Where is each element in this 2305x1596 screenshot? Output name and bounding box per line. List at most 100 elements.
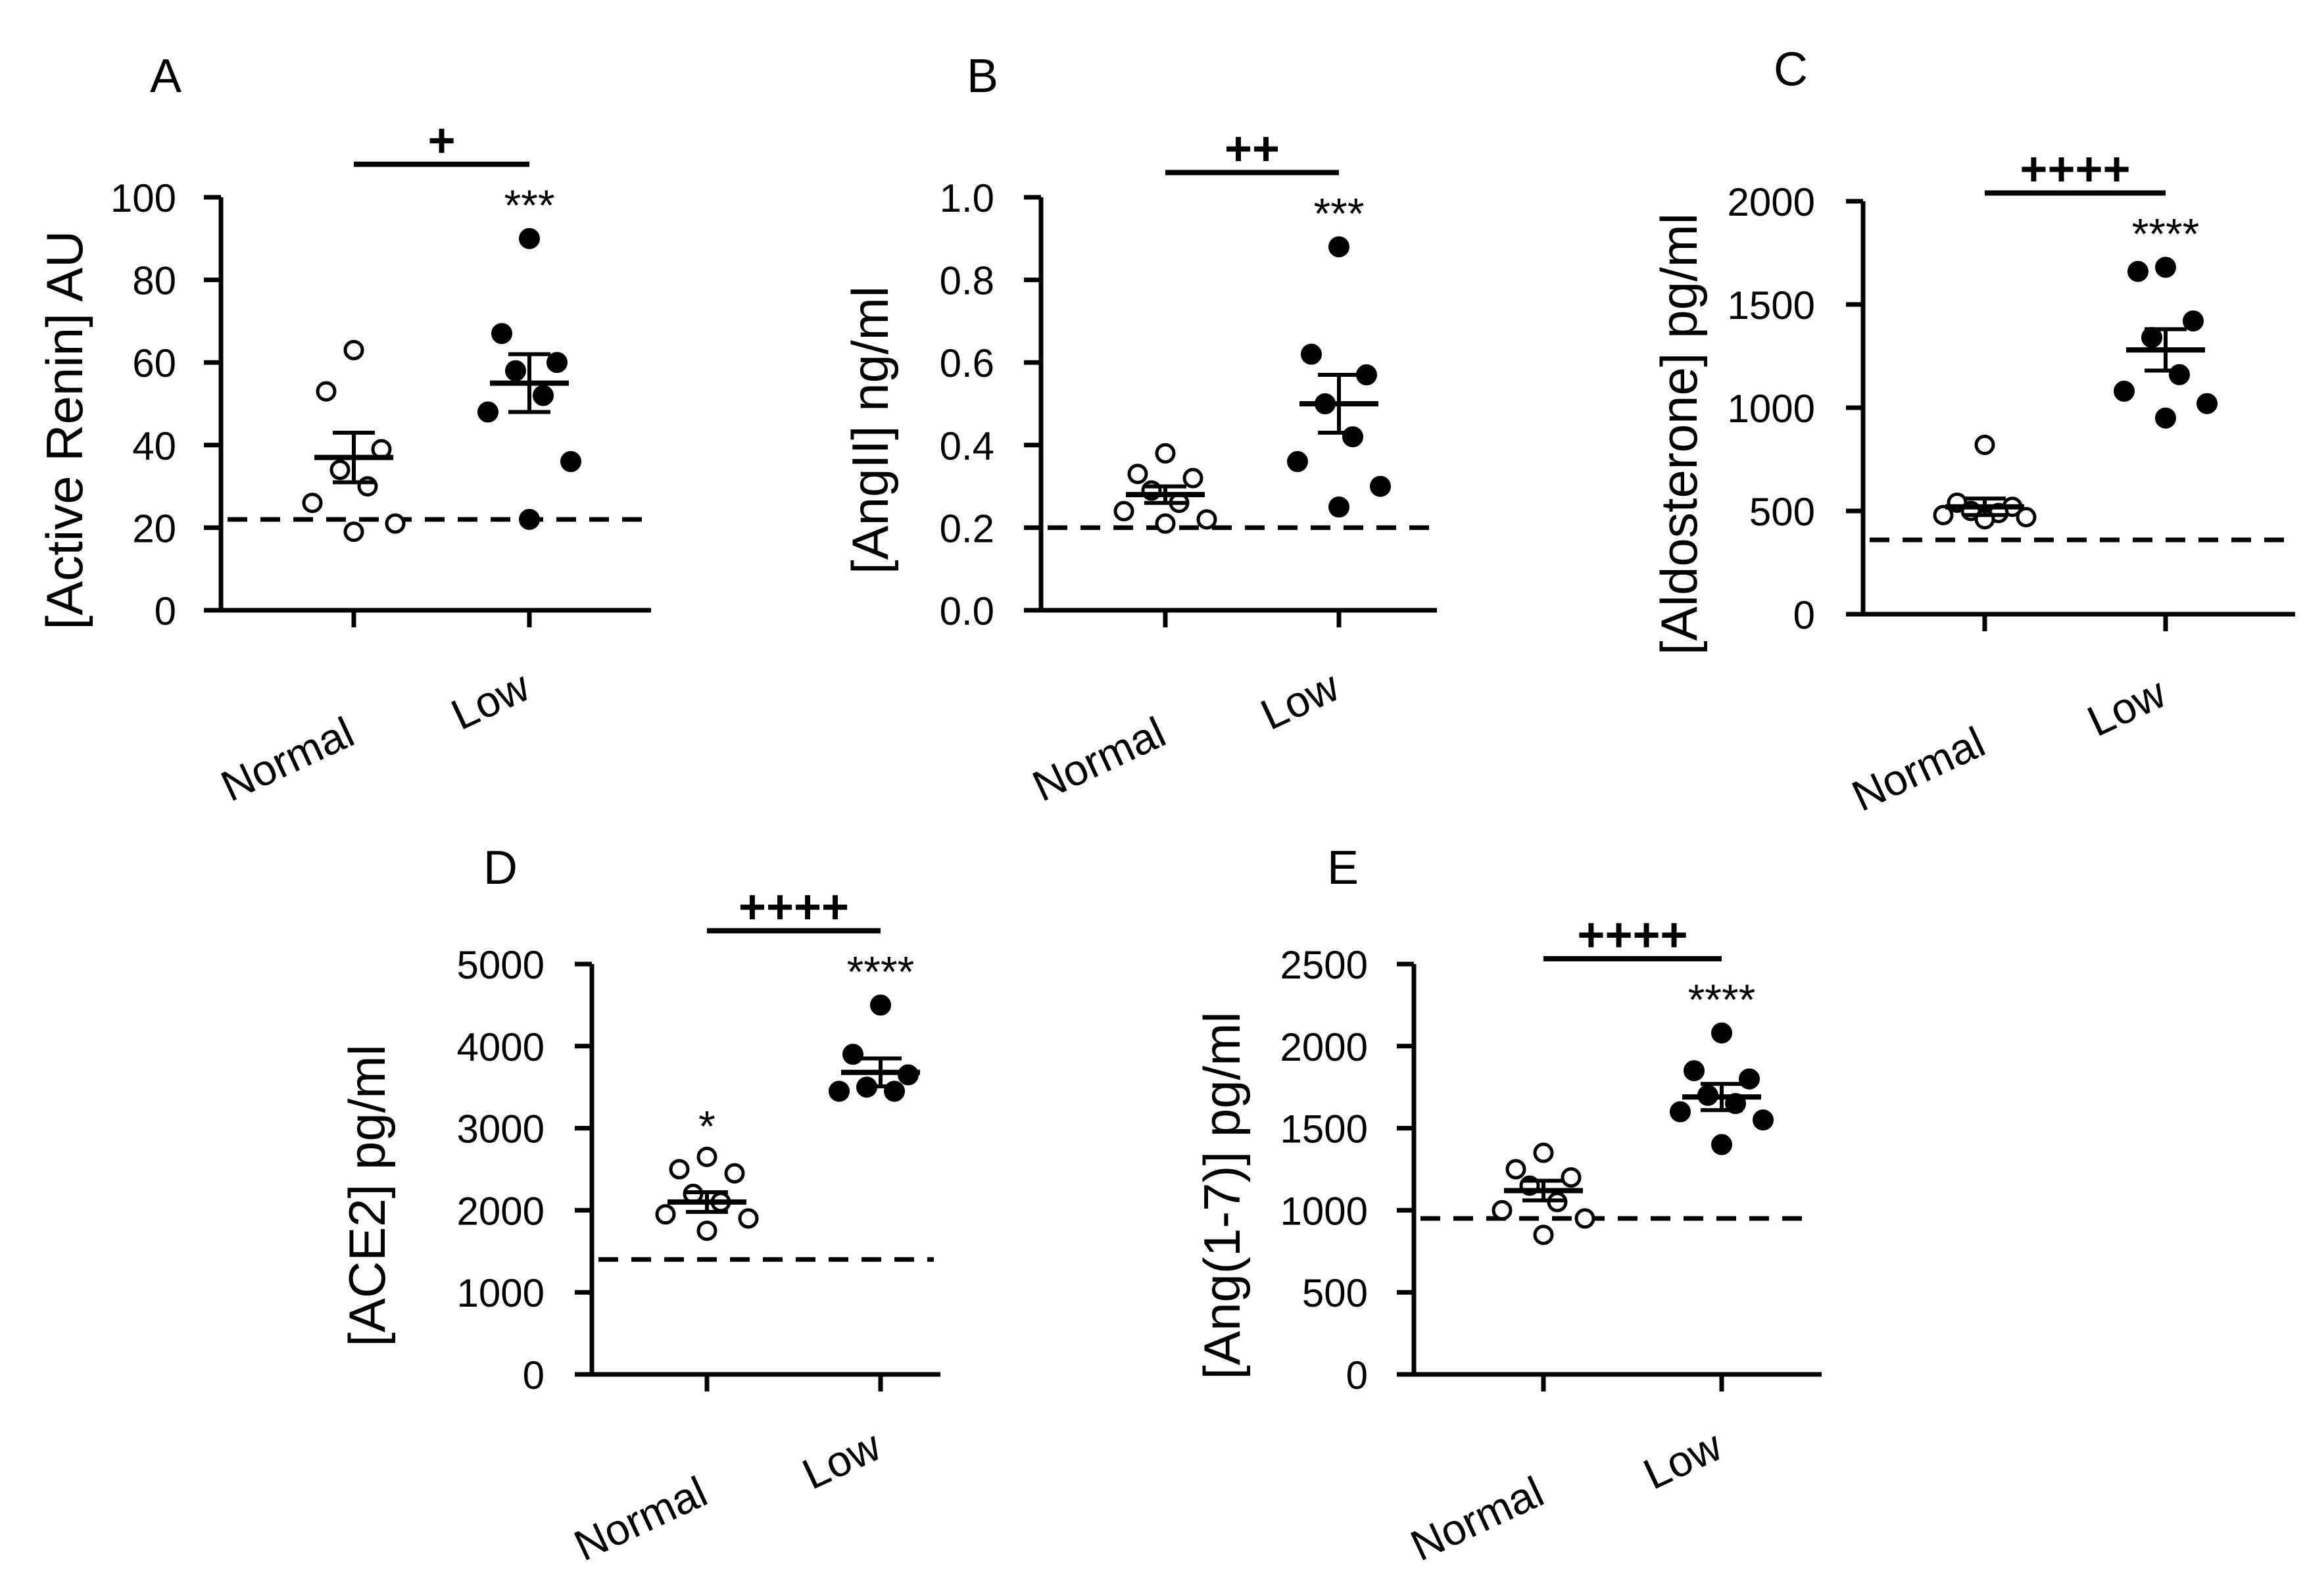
significance-star-normal: * <box>698 1101 716 1150</box>
data-point-low <box>2196 393 2218 414</box>
data-point-normal <box>1492 1199 1513 1221</box>
data-point-low <box>2155 407 2176 429</box>
y-axis-label: [Active Renin] AU <box>36 231 93 630</box>
significance-stars-low: **** <box>847 947 915 996</box>
y-axis-label: [ACE2] pg/ml <box>338 1044 396 1347</box>
y-tick-label: 0.6 <box>940 341 994 385</box>
panel-label: E <box>1327 842 1359 894</box>
data-point-low <box>2183 310 2204 332</box>
data-point-low <box>505 360 526 381</box>
data-point-normal <box>724 1163 745 1184</box>
y-tick-label: 5000 <box>457 943 545 987</box>
y-tick-label: 500 <box>1302 1271 1368 1315</box>
y-tick-label: 2000 <box>1280 1025 1368 1069</box>
y-tick-label: 1500 <box>1728 283 1815 327</box>
data-point-normal <box>385 513 406 534</box>
data-point-low <box>1287 450 1308 472</box>
y-tick-label: 1000 <box>1728 387 1815 431</box>
panel-label: C <box>1774 43 1808 96</box>
y-tick-label: 2000 <box>457 1189 545 1233</box>
y-tick-label: 100 <box>110 176 176 220</box>
y-tick-label: 0 <box>155 589 176 633</box>
data-point-low <box>1739 1068 1760 1090</box>
panel-label: D <box>483 842 518 894</box>
significance-plus-label: ++++ <box>739 881 849 933</box>
data-point-normal <box>696 1146 717 1167</box>
y-tick-label: 1000 <box>457 1271 545 1315</box>
data-point-normal <box>1182 468 1203 489</box>
data-point-normal <box>1561 1167 1582 1188</box>
y-tick-label: 0.0 <box>940 589 994 633</box>
y-tick-label: 3000 <box>457 1107 545 1151</box>
data-point-normal <box>1505 1159 1526 1180</box>
y-tick-label: 80 <box>132 259 176 303</box>
data-point-low <box>491 323 512 345</box>
significance-plus-label: ++ <box>1225 122 1280 175</box>
y-tick-label: 1.0 <box>940 176 994 220</box>
data-point-low <box>1670 1101 1691 1123</box>
data-point-low <box>533 385 554 406</box>
data-point-low <box>829 1080 850 1102</box>
y-tick-label: 40 <box>132 424 176 468</box>
data-point-low <box>1342 426 1363 448</box>
data-point-normal <box>655 1204 676 1225</box>
significance-plus-label: ++++ <box>1577 909 1687 961</box>
y-tick-label: 0 <box>1346 1353 1368 1397</box>
data-point-normal <box>316 381 337 402</box>
data-point-normal <box>1196 509 1217 530</box>
data-point-normal <box>1533 1224 1554 1245</box>
data-point-normal <box>696 1221 717 1242</box>
data-point-low <box>2169 364 2190 385</box>
data-point-normal <box>343 339 364 360</box>
y-tick-label: 0 <box>523 1353 545 1397</box>
data-point-normal <box>302 493 323 514</box>
data-point-low <box>546 352 568 374</box>
data-point-normal <box>1155 513 1176 534</box>
data-point-low <box>2114 380 2135 402</box>
y-tick-label: 0 <box>1793 593 1815 637</box>
data-point-normal <box>1974 435 1995 456</box>
data-point-normal <box>738 1208 759 1229</box>
data-point-normal <box>1127 464 1148 485</box>
data-point-normal <box>1113 500 1134 521</box>
data-point-low <box>1370 475 1391 497</box>
data-point-low <box>1753 1109 1774 1131</box>
panel-label: A <box>150 50 182 103</box>
y-tick-label: 0.4 <box>940 424 994 468</box>
significance-plus-label: ++++ <box>2020 143 2130 195</box>
data-point-low <box>1301 343 1322 365</box>
y-tick-label: 2500 <box>1280 943 1368 987</box>
data-point-low <box>884 1080 905 1102</box>
significance-stars-low: *** <box>504 181 554 230</box>
y-tick-label: 4000 <box>457 1025 545 1069</box>
data-point-normal <box>1533 1142 1554 1163</box>
data-point-normal <box>1574 1208 1595 1229</box>
data-point-low <box>2127 260 2148 282</box>
data-point-low <box>1711 1022 1732 1044</box>
y-axis-label: [Aldosterone] pg/ml <box>1650 213 1708 655</box>
data-point-low <box>560 450 581 472</box>
y-tick-label: 1500 <box>1280 1107 1368 1151</box>
y-axis-label: [AngII] ng/ml <box>841 286 899 574</box>
y-tick-label: 0.2 <box>940 506 994 550</box>
significance-stars-low: **** <box>1688 975 1756 1024</box>
y-tick-label: 500 <box>1749 490 1815 534</box>
data-point-low <box>519 508 540 530</box>
data-point-low <box>519 228 540 249</box>
significance-plus-label: + <box>427 114 455 167</box>
y-tick-label: 20 <box>132 506 176 550</box>
y-tick-label: 0.8 <box>940 259 994 303</box>
data-point-normal <box>1933 504 1954 525</box>
data-point-normal <box>343 521 364 543</box>
y-axis-label: [Ang(1-7)] pg/ml <box>1193 1011 1251 1379</box>
data-point-low <box>1328 236 1349 258</box>
panel-e: E05001000150020002500NormalLow[Ang(1-7)]… <box>1193 842 1822 1570</box>
significance-stars-low: **** <box>2132 209 2200 258</box>
data-point-low <box>1328 496 1349 518</box>
data-point-low <box>1711 1134 1732 1155</box>
data-point-low <box>870 994 891 1016</box>
panel-label: B <box>967 50 998 103</box>
